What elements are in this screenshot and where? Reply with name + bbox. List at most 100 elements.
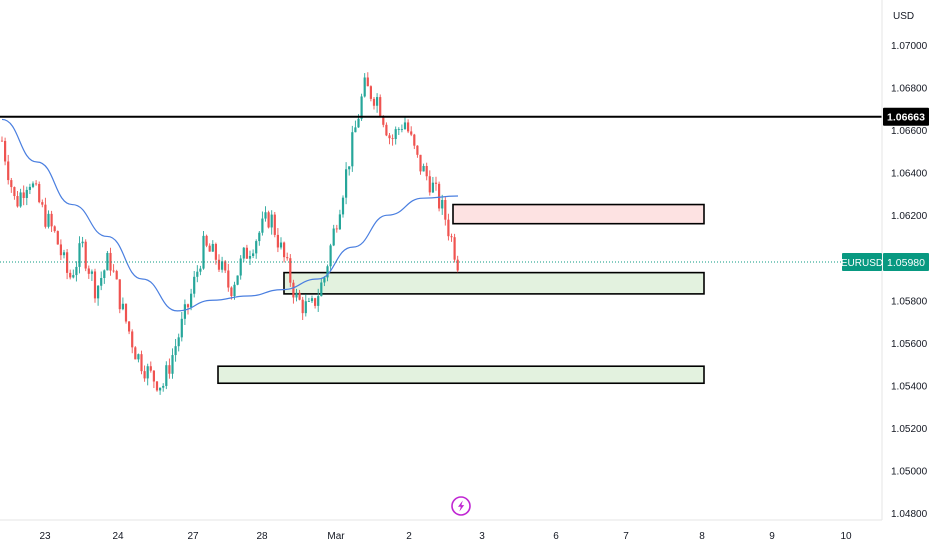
candle-body [50, 213, 53, 227]
candle-body [453, 237, 456, 260]
candle-body [22, 192, 25, 198]
candle-body [403, 122, 407, 130]
x-tick-label: Mar [327, 531, 345, 542]
candle-body [93, 271, 97, 299]
candle-body [261, 218, 264, 233]
candle-body [100, 278, 103, 286]
candle-body [363, 77, 366, 97]
candle-body [109, 252, 112, 271]
candle-body [87, 268, 90, 274]
candle-body [276, 234, 279, 248]
demand-zone-upper[interactable] [283, 271, 705, 295]
candle-body [186, 304, 190, 308]
candle-body [13, 187, 16, 197]
candle-body [16, 196, 19, 207]
supply-zone[interactable] [452, 203, 705, 225]
candle-body [97, 285, 100, 299]
candle-body [314, 298, 317, 306]
y-tick-label: 1.06400 [891, 169, 928, 180]
candle-body [221, 261, 224, 270]
x-tick-label: 10 [840, 531, 852, 542]
candle-body [134, 347, 137, 360]
candle-body [128, 321, 131, 332]
candle-body [165, 365, 168, 386]
x-tick-label: 8 [699, 531, 705, 542]
y-tick-label: 1.05600 [891, 339, 928, 350]
candle-body [103, 270, 106, 279]
resistance-price-label: 1.06663 [887, 112, 925, 124]
candle-body [131, 331, 134, 348]
candle-body [190, 293, 193, 308]
candle-body [214, 243, 217, 260]
y-tick-label: 1.04800 [891, 509, 928, 520]
candle-body [413, 134, 416, 146]
candle-body [248, 255, 252, 259]
candle-body [28, 186, 31, 190]
candle-body [438, 183, 441, 209]
candle-body [208, 245, 211, 252]
candle-body [230, 287, 233, 297]
y-tick-label: 1.06200 [891, 211, 928, 222]
symbol-badge [842, 252, 882, 271]
candle-body [425, 165, 428, 177]
candle-body [400, 129, 403, 130]
candle-body [177, 337, 180, 347]
y-tick-label: 1.06800 [891, 84, 928, 95]
candle-body [348, 166, 351, 170]
candle-body [301, 299, 304, 314]
candle-body [385, 124, 388, 136]
candle-body [90, 271, 93, 274]
candle-body [44, 204, 47, 227]
candle-body [196, 271, 199, 277]
candle-body [81, 241, 84, 244]
candle-body [441, 199, 444, 209]
candle-body [372, 98, 376, 106]
candle-body [35, 183, 38, 185]
candle-body [174, 346, 177, 356]
candle-body [320, 282, 323, 297]
candle-body [388, 135, 391, 139]
y-tick-label: 1.05800 [891, 296, 928, 307]
candle-body [394, 129, 397, 140]
candle-body [354, 127, 357, 133]
candle-body [7, 161, 10, 181]
x-tick-label: 9 [769, 531, 775, 542]
x-tick-label: 28 [256, 531, 268, 542]
candle-body [270, 214, 273, 228]
candle-body [211, 243, 214, 252]
candle-body [193, 276, 196, 294]
candle-body [183, 304, 186, 319]
candle-body [450, 236, 453, 238]
candle-body [357, 118, 360, 128]
x-tick-label: 6 [553, 531, 559, 542]
candle-body [53, 226, 56, 232]
candle-body [422, 165, 425, 172]
candle-body [121, 303, 124, 310]
candle-body [323, 277, 326, 283]
lightning-icon[interactable] [451, 496, 471, 516]
candle-body [0, 140, 4, 142]
candle-body [233, 284, 236, 297]
x-tick-label: 3 [479, 531, 485, 542]
candle-body [341, 197, 345, 215]
candle-body [171, 355, 174, 374]
candle-body [351, 132, 354, 167]
candle-body [379, 97, 382, 117]
candle-body [217, 259, 221, 270]
candle-body [307, 301, 310, 302]
demand-zone-lower[interactable] [217, 365, 705, 385]
candle-body [143, 371, 146, 379]
candle-body [295, 292, 298, 298]
candle-body [431, 182, 434, 193]
candle-body [434, 182, 438, 184]
candle-body [112, 270, 115, 272]
resistance-price-badge [883, 107, 929, 126]
candle-body [69, 272, 72, 278]
candle-body [56, 231, 59, 245]
candle-body [25, 189, 28, 198]
candle-body [118, 279, 121, 310]
candle-body [168, 365, 171, 374]
candle-body [162, 385, 165, 388]
